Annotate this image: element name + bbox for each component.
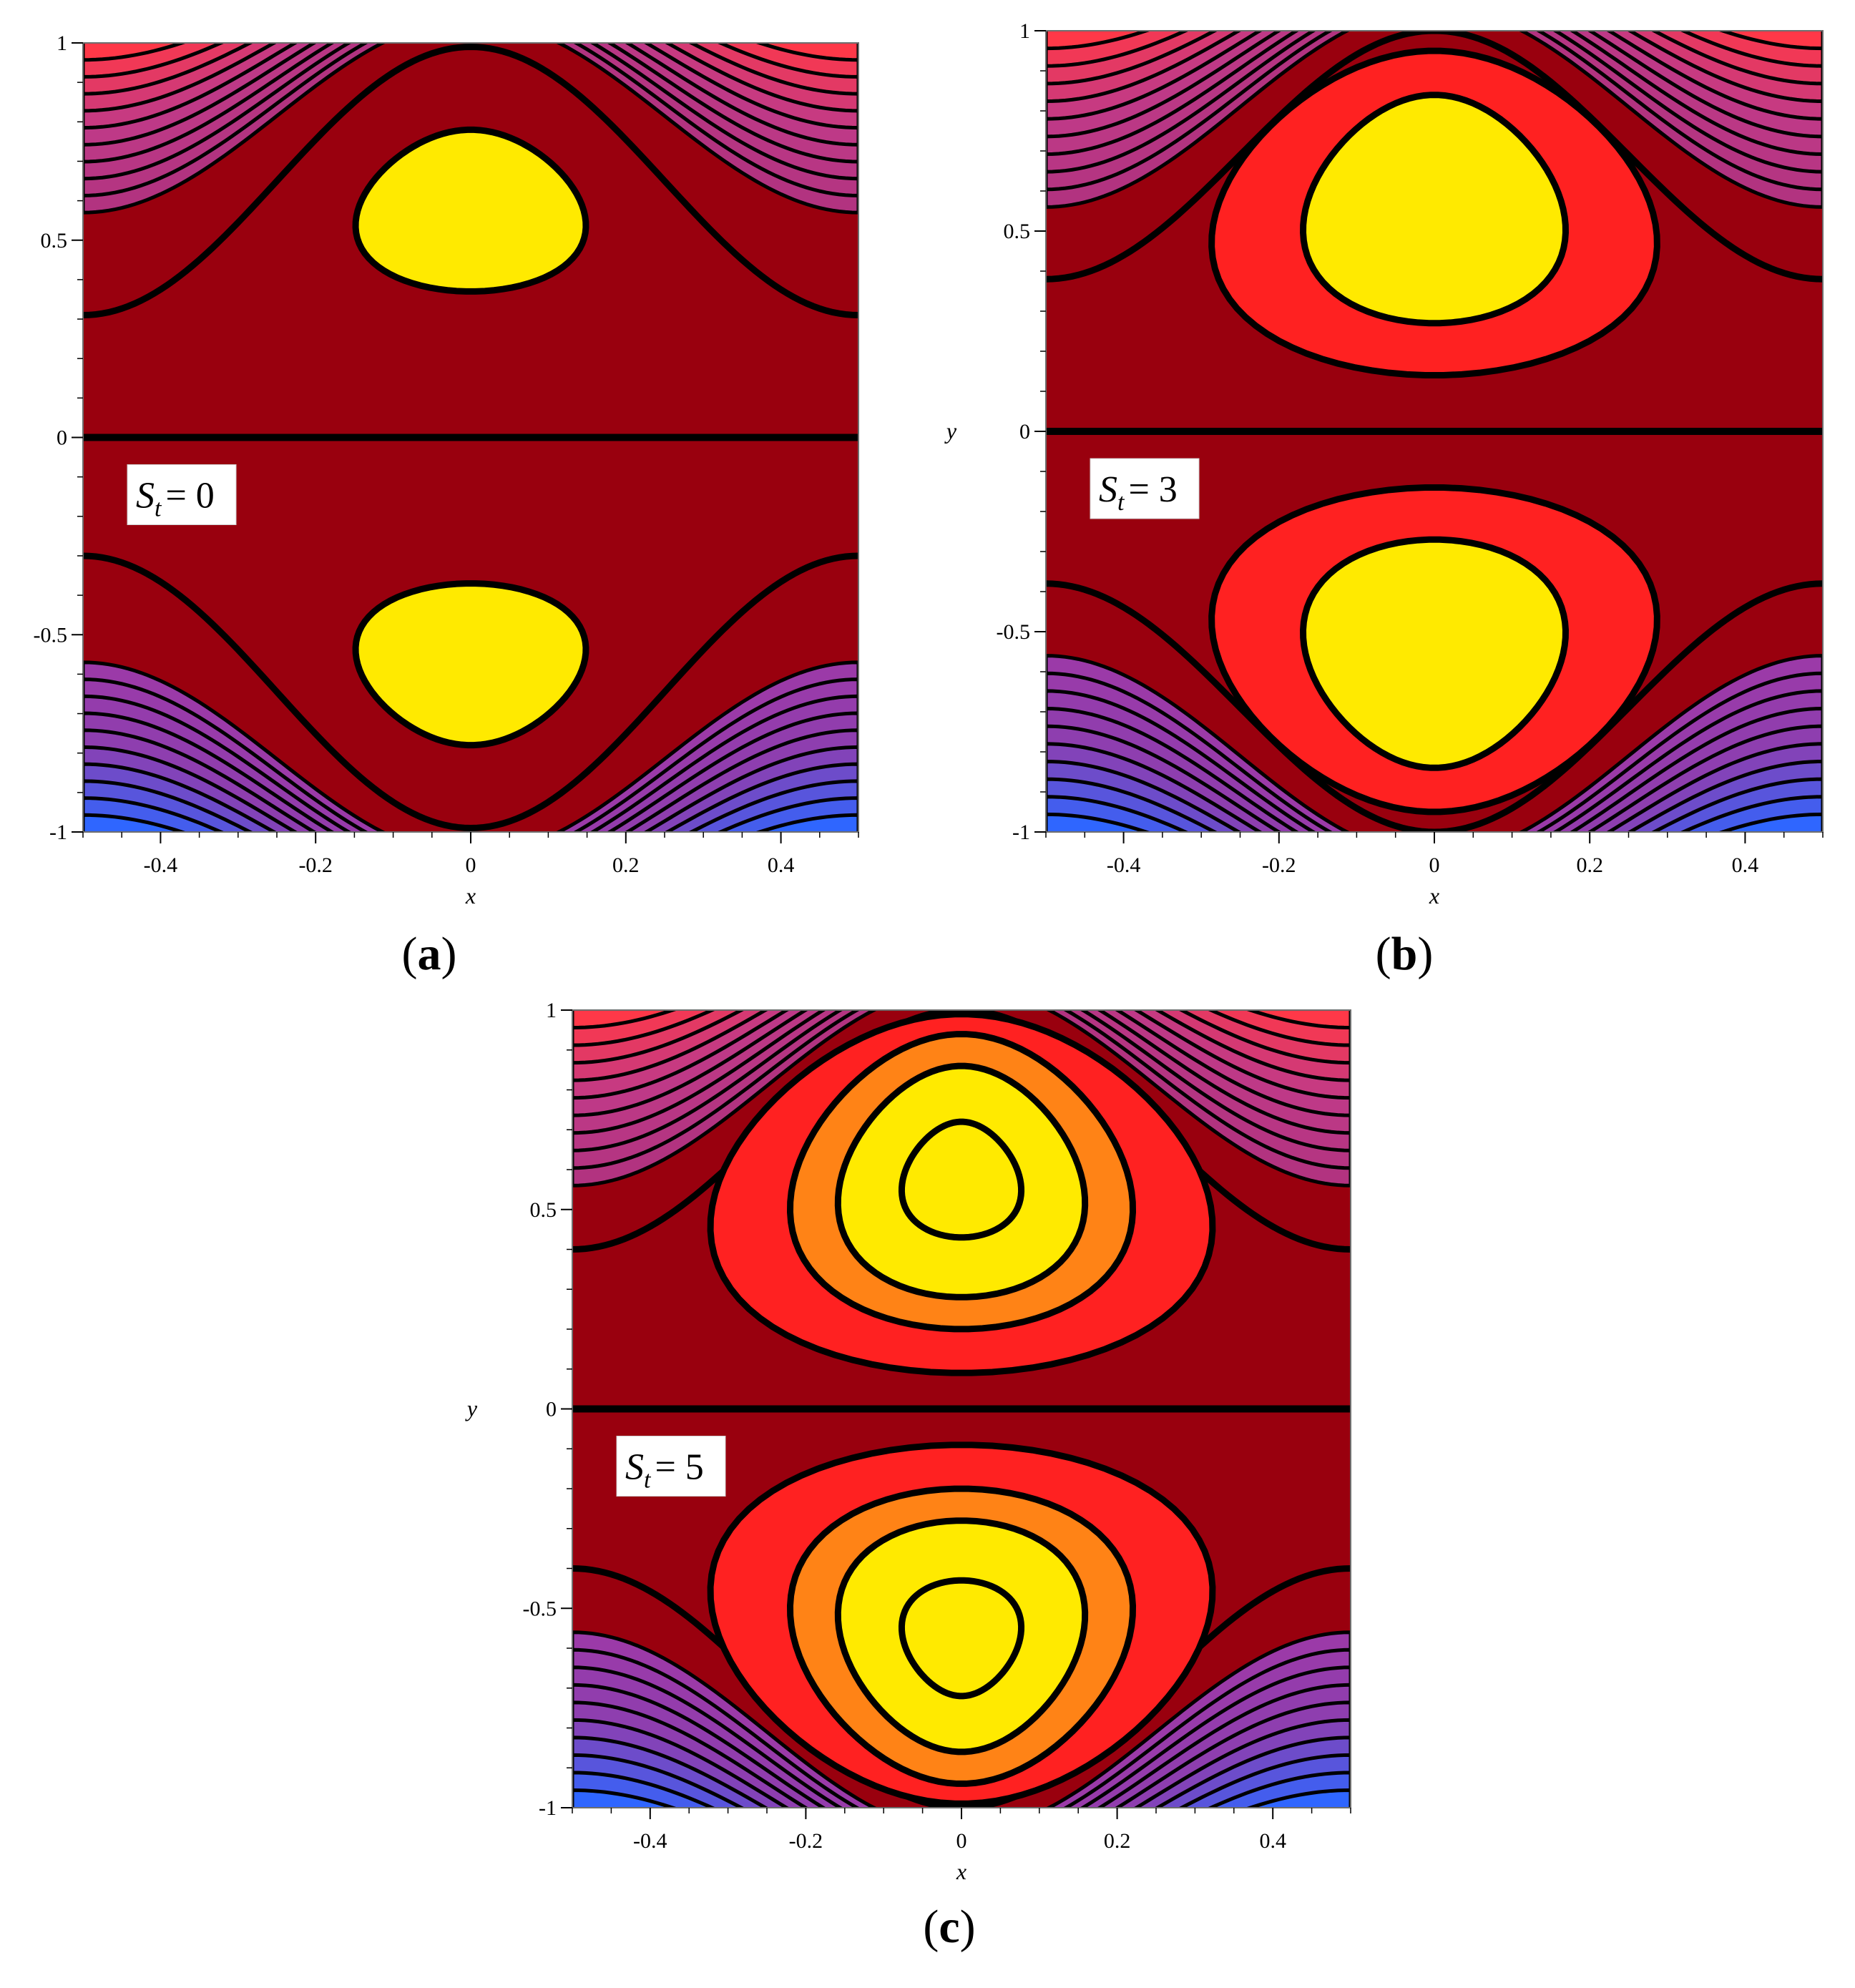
parameter-value: = 0: [165, 476, 214, 516]
plot-area: [1046, 31, 1823, 832]
streamline-lower: [1046, 580, 1823, 832]
parameter-label: St = 0: [136, 476, 215, 522]
parameter-subscript: t: [644, 1467, 652, 1494]
y-tick-label: -0.5: [523, 1597, 557, 1620]
lower-bolus-level-2: [1300, 536, 1569, 771]
parameter-symbol: S: [1099, 469, 1117, 510]
top-wall-band: [83, 43, 858, 62]
x-tick-label: -0.2: [789, 1829, 823, 1853]
streamline-upper: [1046, 31, 1823, 283]
y-axis-label: y: [944, 418, 957, 444]
x-tick-label: 0: [1429, 853, 1440, 877]
y-tick-label: -1: [49, 821, 67, 844]
lower-bolus-level-1: [352, 580, 589, 749]
bottom-wall-band: [83, 813, 858, 832]
y-tick-label: 1: [546, 999, 557, 1022]
bottom-wall-band: [1046, 812, 1823, 832]
parameter-symbol: S: [136, 476, 155, 516]
x-tick-label: 0.2: [612, 853, 640, 877]
x-tick-label: -0.4: [144, 853, 178, 877]
lower-bolus-level-4: [898, 1577, 1025, 1700]
y-tick-label: 0.5: [41, 229, 68, 253]
x-axis-label: x: [1429, 883, 1439, 909]
top-wall-band: [572, 1010, 1351, 1030]
parameter-subscript: t: [1117, 489, 1125, 516]
bottom-wall-band: [572, 1788, 1351, 1808]
x-tick-label: 0.4: [1259, 1829, 1286, 1853]
x-tick-label: -0.2: [298, 853, 333, 877]
streamline-lower: [572, 1565, 1351, 1808]
bottom-wall-band: [1046, 707, 1823, 832]
bottom-wall-band: [83, 711, 858, 832]
panel-b: -0.4 -0.2 0 0.2 0.4 -1 -0.5 0 0.5 1 x y St = 3 (b): [944, 19, 1824, 980]
parameter-subscript: t: [155, 496, 162, 522]
top-wall-band: [572, 1010, 1351, 1135]
top-wall-band: [83, 43, 858, 164]
plot-area: [83, 43, 858, 832]
parameter-label-box: [616, 1436, 726, 1497]
upper-bolus-level-4: [898, 1118, 1025, 1241]
upper-bolus-level-2: [1300, 92, 1569, 327]
parameter-value: = 5: [655, 1447, 703, 1488]
top-wall-band: [1046, 31, 1823, 156]
bottom-wall-band: [572, 1683, 1351, 1808]
y-tick-label: 1: [57, 31, 67, 55]
parameter-symbol: S: [625, 1447, 644, 1488]
panel-c: -0.4 -0.2 0 0.2 0.4 -1 -0.5 0 0.5 1 x y St = 5 (c): [465, 999, 1351, 1953]
x-tick-label: -0.4: [1107, 853, 1141, 877]
parameter-label: St = 5: [625, 1447, 704, 1494]
y-tick-label: 0: [546, 1398, 557, 1421]
y-tick-label: 0.5: [1004, 220, 1031, 243]
streamline-upper: [572, 1010, 1351, 1253]
panel-caption: (b): [1376, 928, 1434, 980]
parameter-label-box: [1090, 458, 1200, 519]
x-tick-label: 0: [956, 1829, 967, 1853]
x-tick-label: 0.2: [1104, 1829, 1131, 1853]
x-tick-label: 0.4: [1732, 853, 1759, 877]
plot-area: [572, 1010, 1351, 1808]
y-tick-label: -0.5: [997, 620, 1031, 644]
parameter-value: = 3: [1128, 469, 1177, 510]
streamline-upper: [83, 44, 858, 319]
x-tick-label: -0.2: [1262, 853, 1296, 877]
parameter-label-box: [127, 464, 237, 525]
panel-caption: (a): [402, 928, 457, 980]
x-tick-label: 0: [466, 853, 476, 877]
x-tick-label: 0.4: [768, 853, 795, 877]
x-tick-label: -0.4: [633, 1829, 667, 1853]
top-wall-band: [1046, 31, 1823, 51]
x-tick-label: 0.2: [1576, 853, 1603, 877]
streamline-lower: [83, 552, 858, 831]
y-tick-label: 0: [57, 426, 67, 450]
y-tick-label: 0.5: [530, 1198, 557, 1222]
panel-caption: (c): [923, 1901, 975, 1953]
y-tick-label: -1: [1012, 821, 1030, 844]
panel-a: -0.4 -0.2 0 0.2 0.4 -1 -0.5 0 0.5 1 x St = 0 (a): [34, 31, 859, 980]
upper-bolus-level-1: [352, 126, 589, 295]
y-tick-label: 0: [1019, 420, 1030, 444]
x-axis-label: x: [956, 1859, 966, 1884]
y-tick-label: -1: [539, 1796, 557, 1820]
y-tick-label: 1: [1019, 19, 1030, 43]
y-axis-label: y: [465, 1396, 478, 1421]
x-axis-label: x: [465, 883, 476, 909]
y-tick-label: -0.5: [34, 623, 68, 647]
parameter-label: St = 3: [1099, 469, 1178, 516]
